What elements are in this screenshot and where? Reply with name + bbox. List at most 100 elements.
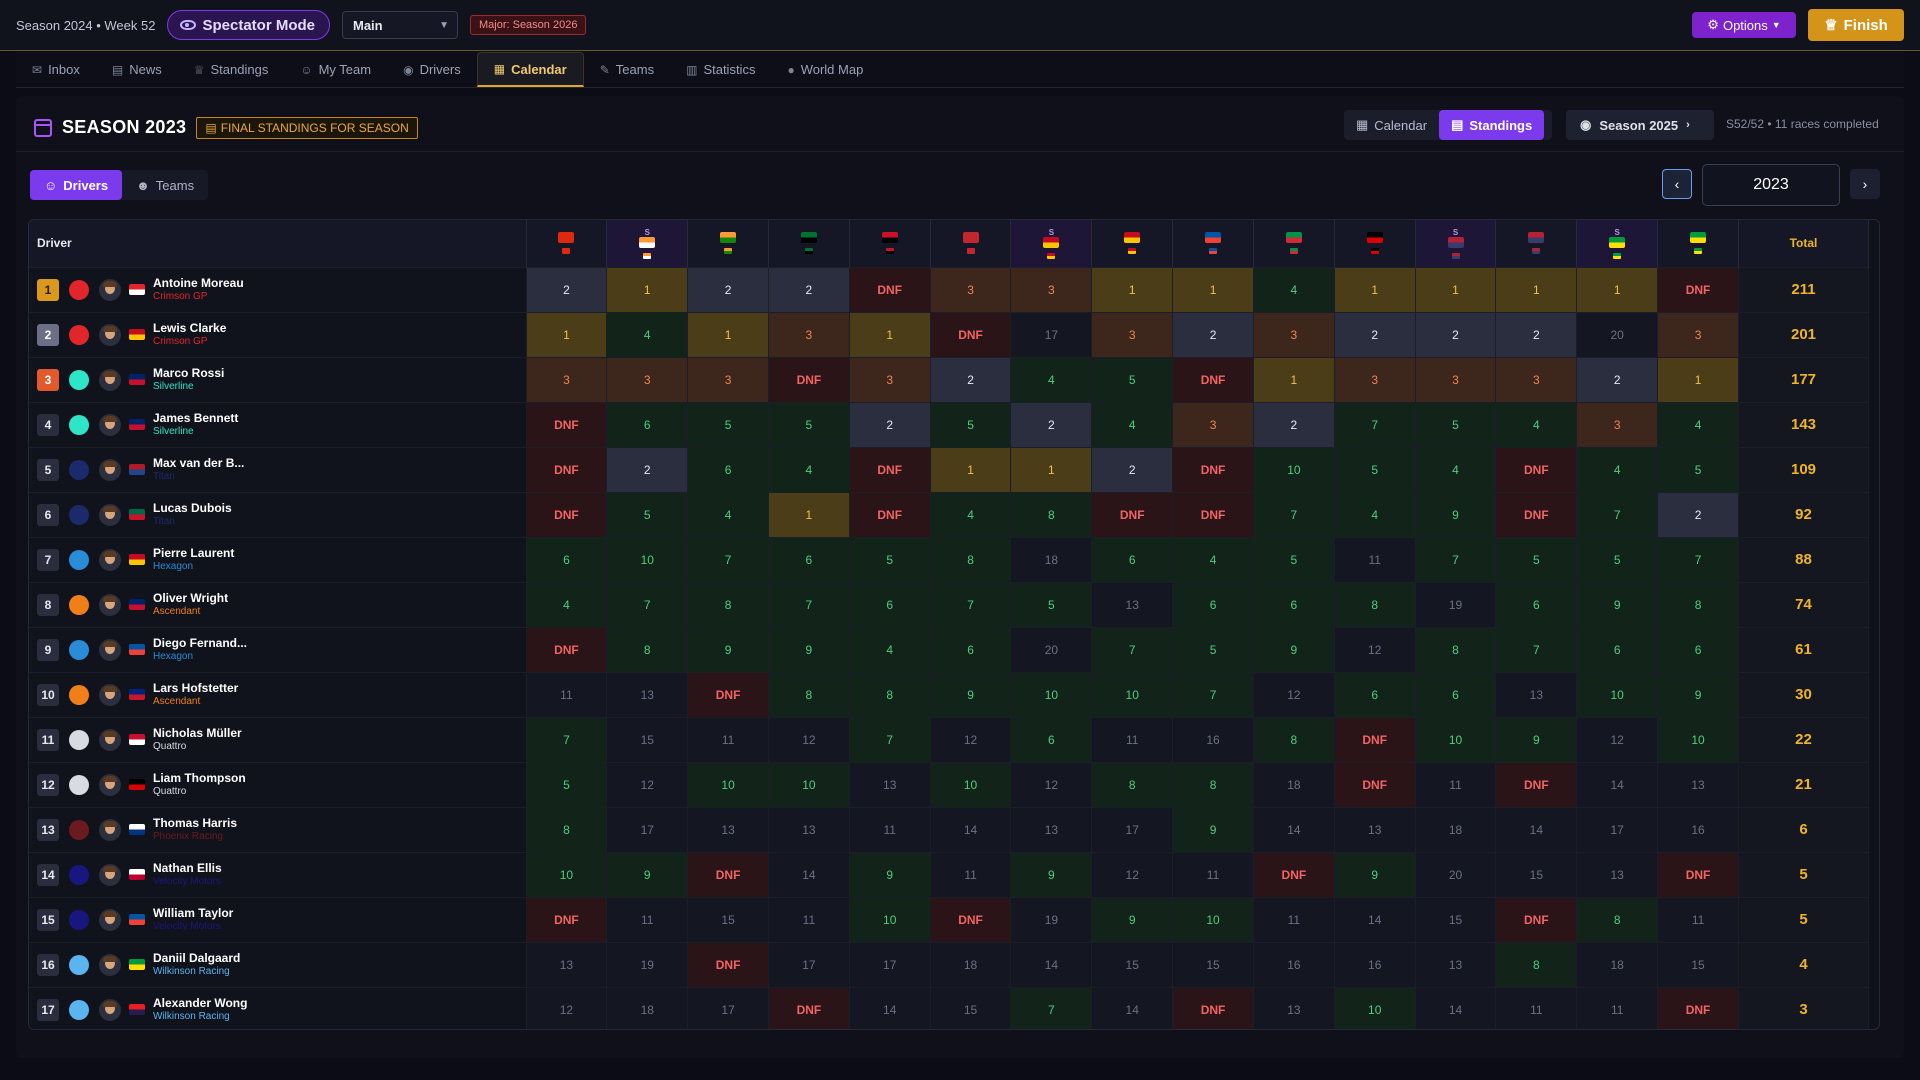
table-row[interactable]: 16 Daniil Dalgaard Wilkinson Racing 13 19 DNF… <box>29 941 1869 987</box>
race-result-cell[interactable]: 10 <box>930 761 1012 807</box>
race-result-cell[interactable]: 8 <box>687 581 769 627</box>
race-result-cell[interactable]: 10 <box>1091 671 1174 717</box>
race-result-cell[interactable]: 4 <box>526 581 608 627</box>
race-result-cell[interactable]: 18 <box>1010 536 1093 582</box>
race-result-cell[interactable]: 2 <box>1415 311 1497 357</box>
race-result-cell[interactable]: DNF <box>849 266 931 312</box>
race-result-cell[interactable]: 11 <box>768 896 850 942</box>
driver-cell[interactable]: 14 Nathan Ellis Velocity Motors <box>29 851 527 897</box>
race-result-cell[interactable]: 1 <box>1010 446 1093 492</box>
race-result-cell[interactable]: 6 <box>1172 581 1254 627</box>
race-result-cell[interactable]: 8 <box>1253 716 1335 762</box>
race-result-cell[interactable]: 10 <box>1172 896 1254 942</box>
race-result-cell[interactable]: DNF <box>1091 491 1174 537</box>
race-result-cell[interactable]: 19 <box>1415 581 1497 627</box>
race-result-cell[interactable]: 8 <box>930 536 1012 582</box>
race-result-cell[interactable]: 11 <box>1334 536 1416 582</box>
race-result-cell[interactable]: 1 <box>930 446 1012 492</box>
race-column-header[interactable]: S <box>1415 220 1497 267</box>
race-result-cell[interactable]: DNF <box>1657 986 1739 1029</box>
table-row[interactable]: 5 Max van der B... Titan DNF 2 6 4 DNF 1 1 2 DNF 10 5… <box>29 446 1869 492</box>
race-result-cell[interactable]: 17 <box>768 941 850 987</box>
race-result-cell[interactable]: 2 <box>1010 401 1093 447</box>
race-result-cell[interactable]: 10 <box>768 761 850 807</box>
race-result-cell[interactable]: 14 <box>1010 941 1093 987</box>
race-result-cell[interactable]: 5 <box>768 401 850 447</box>
race-result-cell[interactable]: 6 <box>1253 581 1335 627</box>
race-result-cell[interactable]: 16 <box>1334 941 1416 987</box>
race-result-cell[interactable]: 10 <box>849 896 931 942</box>
race-result-cell[interactable]: 13 <box>1415 941 1497 987</box>
race-result-cell[interactable]: 6 <box>1576 626 1659 672</box>
race-column-header[interactable] <box>768 220 850 267</box>
race-result-cell[interactable]: 7 <box>849 716 931 762</box>
race-result-cell[interactable]: 3 <box>1091 311 1174 357</box>
race-result-cell[interactable]: 8 <box>768 671 850 717</box>
race-result-cell[interactable]: 9 <box>849 851 931 897</box>
race-result-cell[interactable]: 9 <box>1253 626 1335 672</box>
race-result-cell[interactable]: DNF <box>1495 896 1578 942</box>
race-result-cell[interactable]: DNF <box>1172 356 1254 402</box>
race-result-cell[interactable]: 3 <box>1172 401 1254 447</box>
race-result-cell[interactable]: 8 <box>1657 581 1739 627</box>
table-row[interactable]: 3 Marco Rossi Silverline 3 3 3 DNF 3 2 4 5 DNF 1 3 3 3 2… <box>29 356 1869 402</box>
race-result-cell[interactable]: 12 <box>768 716 850 762</box>
driver-cell[interactable]: 5 Max van der B... Titan <box>29 446 527 492</box>
race-result-cell[interactable]: 7 <box>1172 671 1254 717</box>
race-result-cell[interactable]: DNF <box>1495 446 1578 492</box>
race-result-cell[interactable]: 10 <box>1415 716 1497 762</box>
race-result-cell[interactable]: 12 <box>606 761 689 807</box>
race-result-cell[interactable]: DNF <box>1172 491 1254 537</box>
standings-view-button[interactable]: ▤ Standings <box>1439 110 1545 140</box>
race-column-header[interactable] <box>1172 220 1254 267</box>
previous-year-button[interactable]: ‹ <box>1662 169 1692 199</box>
race-result-cell[interactable]: 15 <box>1172 941 1254 987</box>
driver-cell[interactable]: 15 William Taylor Velocity Motors <box>29 896 527 942</box>
race-result-cell[interactable]: 10 <box>1253 446 1335 492</box>
tab-inbox[interactable]: ✉ Inbox <box>16 52 96 87</box>
race-result-cell[interactable]: 8 <box>1495 941 1578 987</box>
race-result-cell[interactable]: 20 <box>1010 626 1093 672</box>
race-result-cell[interactable]: 13 <box>1334 806 1416 852</box>
race-result-cell[interactable]: 2 <box>1334 311 1416 357</box>
race-result-cell[interactable]: 16 <box>1657 806 1739 852</box>
table-row[interactable]: 14 Nathan Ellis Velocity Motors 10 9 DNF 14 9 11… <box>29 851 1869 897</box>
race-result-cell[interactable]: 10 <box>1334 986 1416 1029</box>
race-result-cell[interactable]: 13 <box>526 941 608 987</box>
race-result-cell[interactable]: 7 <box>526 716 608 762</box>
race-result-cell[interactable]: 1 <box>1657 356 1739 402</box>
race-result-cell[interactable]: DNF <box>930 311 1012 357</box>
race-result-cell[interactable]: 4 <box>687 491 769 537</box>
race-column-header[interactable] <box>849 220 931 267</box>
next-season-button[interactable]: ◉ Season 2025 › <box>1566 110 1714 140</box>
race-result-cell[interactable]: 15 <box>930 986 1012 1029</box>
race-result-cell[interactable]: 13 <box>1495 671 1578 717</box>
table-row[interactable]: 9 Diego Fernand... Hexagon DNF 8 9 9 4 6 20 7 5 9 12 8… <box>29 626 1869 672</box>
save-slot-select[interactable]: Main ▼ <box>341 11 458 39</box>
race-result-cell[interactable]: 13 <box>768 806 850 852</box>
race-result-cell[interactable]: 4 <box>1091 401 1174 447</box>
race-result-cell[interactable]: 6 <box>1010 716 1093 762</box>
race-result-cell[interactable]: 9 <box>930 671 1012 717</box>
race-result-cell[interactable]: 10 <box>1576 671 1659 717</box>
race-result-cell[interactable]: 13 <box>1253 986 1335 1029</box>
race-result-cell[interactable]: 5 <box>1415 401 1497 447</box>
driver-cell[interactable]: 17 Alexander Wong Wilkinson Racing <box>29 986 527 1029</box>
race-result-cell[interactable]: 17 <box>849 941 931 987</box>
race-result-cell[interactable]: 17 <box>687 986 769 1029</box>
driver-cell[interactable]: 1 Antoine Moreau Crimson GP <box>29 266 527 312</box>
race-result-cell[interactable]: 6 <box>526 536 608 582</box>
race-result-cell[interactable]: 5 <box>1010 581 1093 627</box>
race-result-cell[interactable]: 6 <box>849 581 931 627</box>
race-result-cell[interactable]: 11 <box>1657 896 1739 942</box>
race-result-cell[interactable]: 1 <box>1334 266 1416 312</box>
driver-cell[interactable]: 7 Pierre Laurent Hexagon <box>29 536 527 582</box>
table-row[interactable]: 6 Lucas Dubois Titan DNF 5 4 1 DNF 4 8 DNF DNF 7 4 9 DN… <box>29 491 1869 537</box>
race-result-cell[interactable]: 2 <box>930 356 1012 402</box>
race-result-cell[interactable]: 14 <box>1576 761 1659 807</box>
race-result-cell[interactable]: 6 <box>687 446 769 492</box>
race-result-cell[interactable]: 8 <box>606 626 689 672</box>
race-result-cell[interactable]: 18 <box>1253 761 1335 807</box>
standings-table-container[interactable]: Driver S S S S Total 1 Antoine Moreau Crimson … <box>28 219 1880 1030</box>
race-result-cell[interactable]: DNF <box>687 941 769 987</box>
